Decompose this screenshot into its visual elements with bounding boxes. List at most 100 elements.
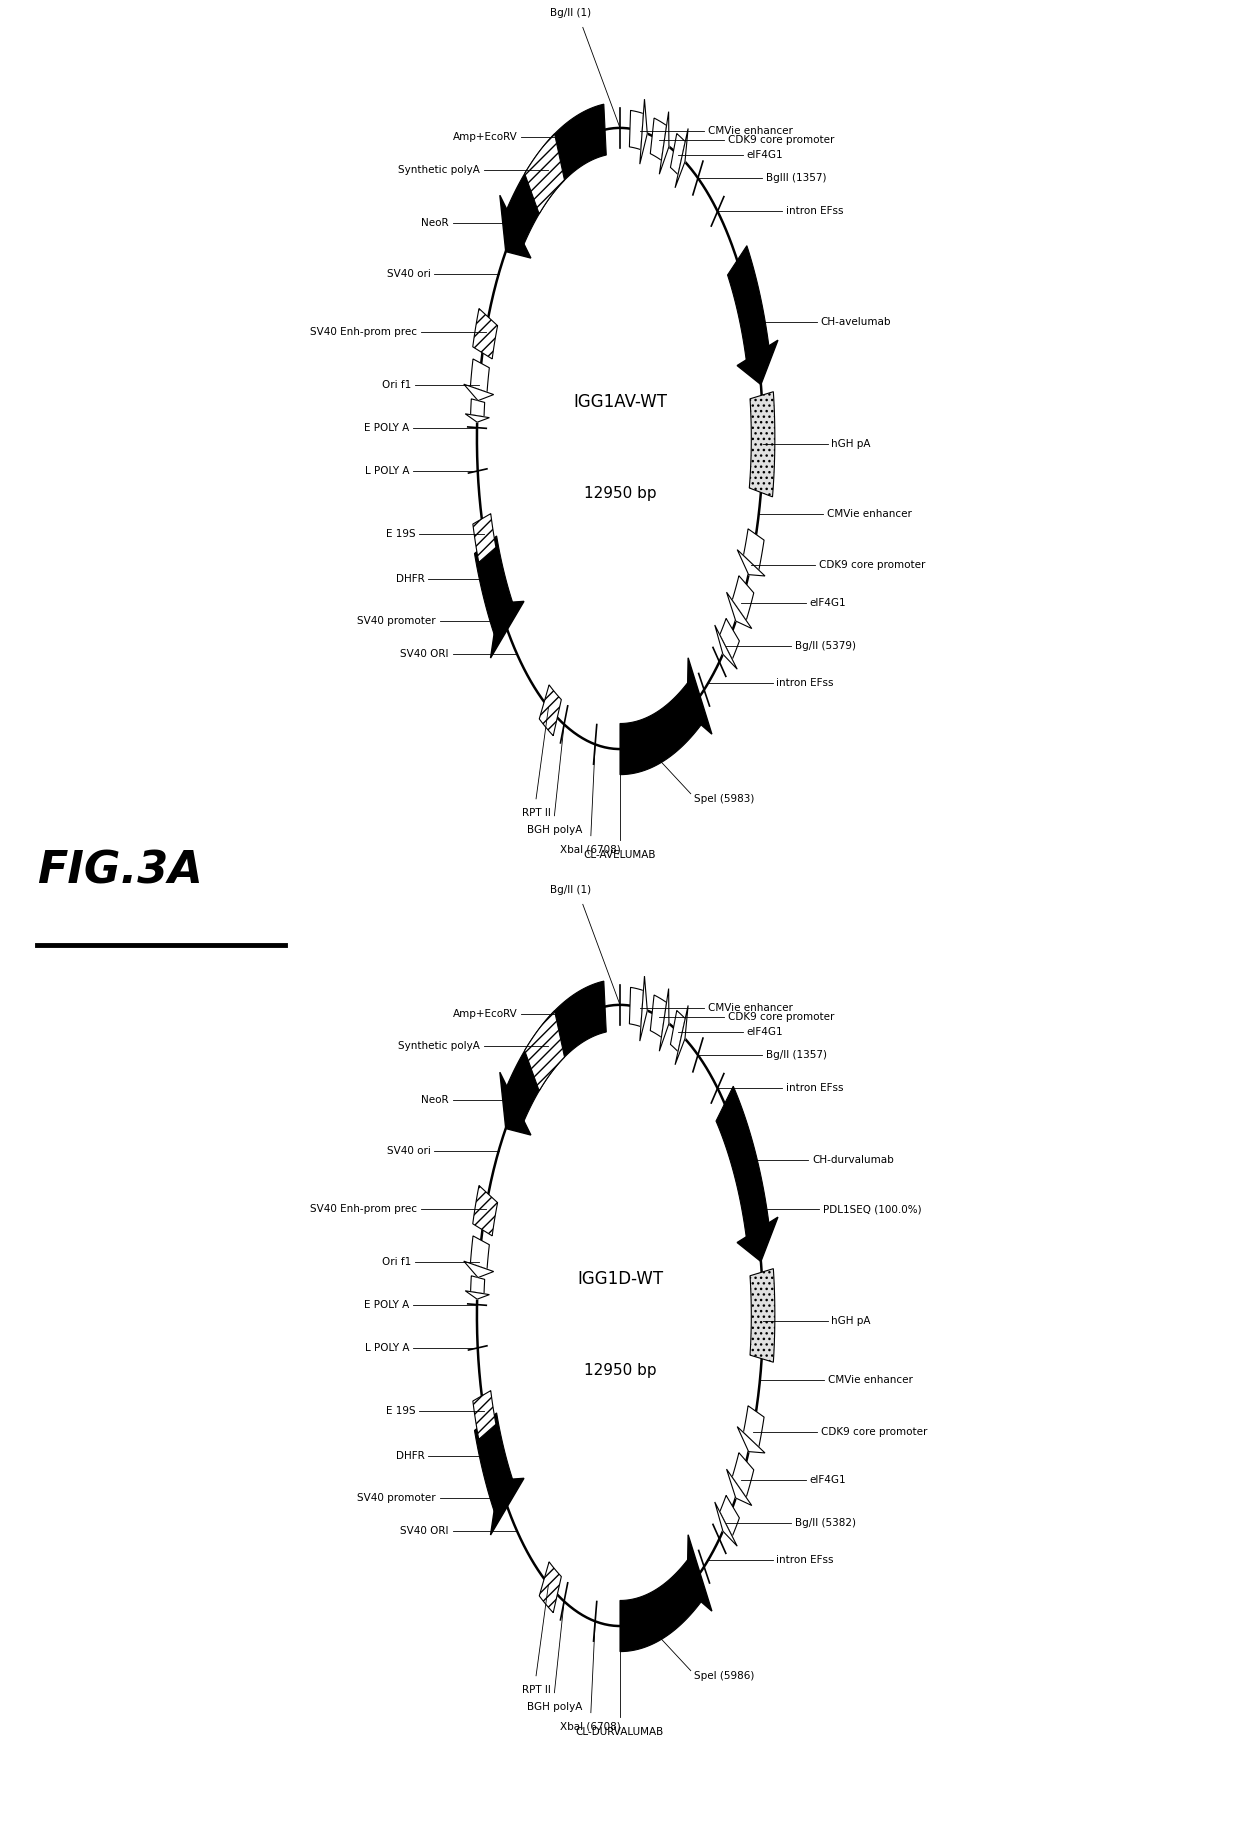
Text: eIF4G1: eIF4G1 [810,1474,846,1485]
Text: BglII (1357): BglII (1357) [766,174,827,183]
Text: Xbal (6708): Xbal (6708) [560,844,621,855]
Polygon shape [470,358,490,393]
Polygon shape [500,1072,531,1135]
Text: Bg/II (5379): Bg/II (5379) [795,641,856,650]
Text: CMVie enhancer: CMVie enhancer [827,508,911,519]
Polygon shape [714,1502,738,1546]
Polygon shape [465,1290,490,1299]
Polygon shape [675,128,688,188]
Polygon shape [630,110,644,150]
Text: 12950 bp: 12950 bp [584,486,656,501]
Text: Synthetic polyA: Synthetic polyA [398,1041,480,1052]
Text: Xbal (6708): Xbal (6708) [560,1721,621,1732]
Polygon shape [738,1427,765,1452]
Polygon shape [640,99,647,164]
Polygon shape [539,685,562,736]
Text: DHFR: DHFR [396,1451,424,1462]
Polygon shape [472,309,497,358]
Polygon shape [660,988,668,1051]
Text: intron EFss: intron EFss [776,1555,833,1566]
Polygon shape [465,413,490,422]
Text: intron EFss: intron EFss [786,206,843,216]
Polygon shape [465,413,490,422]
Text: IGG1AV-WT: IGG1AV-WT [573,393,667,411]
Text: CH-durvalumab: CH-durvalumab [812,1155,894,1166]
Text: eIF4G1: eIF4G1 [746,1027,782,1036]
Polygon shape [727,1469,751,1505]
Text: Amp+EcoRV: Amp+EcoRV [453,132,517,143]
Polygon shape [491,601,525,658]
Polygon shape [738,1427,765,1452]
Text: SpeI (5986): SpeI (5986) [694,1672,755,1681]
Text: NeoR: NeoR [422,1094,449,1105]
Polygon shape [500,195,531,258]
Text: L POLY A: L POLY A [365,1343,409,1354]
Polygon shape [650,996,667,1038]
Polygon shape [464,1261,494,1277]
Polygon shape [471,398,485,417]
Polygon shape [738,550,765,576]
Text: E 19S: E 19S [386,530,415,539]
Text: CDK9 core promoter: CDK9 core promoter [728,135,835,144]
Text: RPT II: RPT II [522,808,551,818]
Polygon shape [640,976,647,1041]
Polygon shape [525,1010,564,1091]
Polygon shape [714,625,738,669]
Polygon shape [525,133,564,214]
Text: Bg/II (5382): Bg/II (5382) [795,1518,856,1527]
Text: CDK9 core promoter: CDK9 core promoter [728,1012,835,1021]
Text: eIF4G1: eIF4G1 [810,597,846,608]
Polygon shape [470,1235,490,1270]
Text: SV40 Enh-prom prec: SV40 Enh-prom prec [310,1204,418,1215]
Polygon shape [539,1562,562,1613]
Polygon shape [671,1010,686,1052]
Text: CL-DURVALUMAB: CL-DURVALUMAB [575,1727,665,1736]
Text: BGH polyA: BGH polyA [527,824,582,835]
Polygon shape [464,384,494,400]
Polygon shape [472,1186,497,1235]
Text: intron EFss: intron EFss [786,1083,843,1093]
Text: CDK9 core promoter: CDK9 core promoter [818,559,925,570]
Text: Bg/II (1357): Bg/II (1357) [766,1051,827,1060]
Polygon shape [472,1390,496,1440]
Text: Amp+EcoRV: Amp+EcoRV [453,1009,517,1019]
Text: Ori f1: Ori f1 [382,380,410,389]
Text: SV40 promoter: SV40 promoter [357,616,436,627]
Text: CL-AVELUMAB: CL-AVELUMAB [584,850,656,859]
Text: DHFR: DHFR [396,574,424,585]
Polygon shape [687,658,712,734]
Text: SV40 promoter: SV40 promoter [357,1493,436,1504]
Text: SpeI (5983): SpeI (5983) [694,795,755,804]
Polygon shape [465,1290,490,1299]
Text: hGH pA: hGH pA [831,438,870,449]
Text: hGH pA: hGH pA [831,1315,870,1326]
Polygon shape [750,1268,775,1363]
Text: CMVie enhancer: CMVie enhancer [708,1003,794,1012]
Text: L POLY A: L POLY A [365,466,409,477]
Polygon shape [660,111,668,174]
Polygon shape [471,1275,485,1294]
Text: RPT II: RPT II [522,1684,551,1695]
Polygon shape [738,550,765,576]
Polygon shape [719,1496,739,1537]
Polygon shape [732,1452,754,1498]
Polygon shape [472,513,496,563]
Text: FIG.3A: FIG.3A [37,850,203,893]
Polygon shape [737,1217,777,1261]
Polygon shape [727,592,751,628]
Text: SV40 ori: SV40 ori [387,269,430,280]
Text: CH-avelumab: CH-avelumab [821,318,892,327]
Polygon shape [719,619,739,660]
Polygon shape [727,592,751,628]
Text: BGH polyA: BGH polyA [527,1701,582,1712]
Polygon shape [728,245,770,365]
Polygon shape [660,988,668,1051]
Text: intron EFss: intron EFss [776,678,833,689]
Polygon shape [727,1469,751,1505]
Polygon shape [744,1405,764,1447]
Text: NeoR: NeoR [422,217,449,228]
Text: SV40 ori: SV40 ori [387,1146,430,1156]
Polygon shape [505,981,606,1125]
Text: SV40 ORI: SV40 ORI [401,1526,449,1537]
Polygon shape [630,987,644,1027]
